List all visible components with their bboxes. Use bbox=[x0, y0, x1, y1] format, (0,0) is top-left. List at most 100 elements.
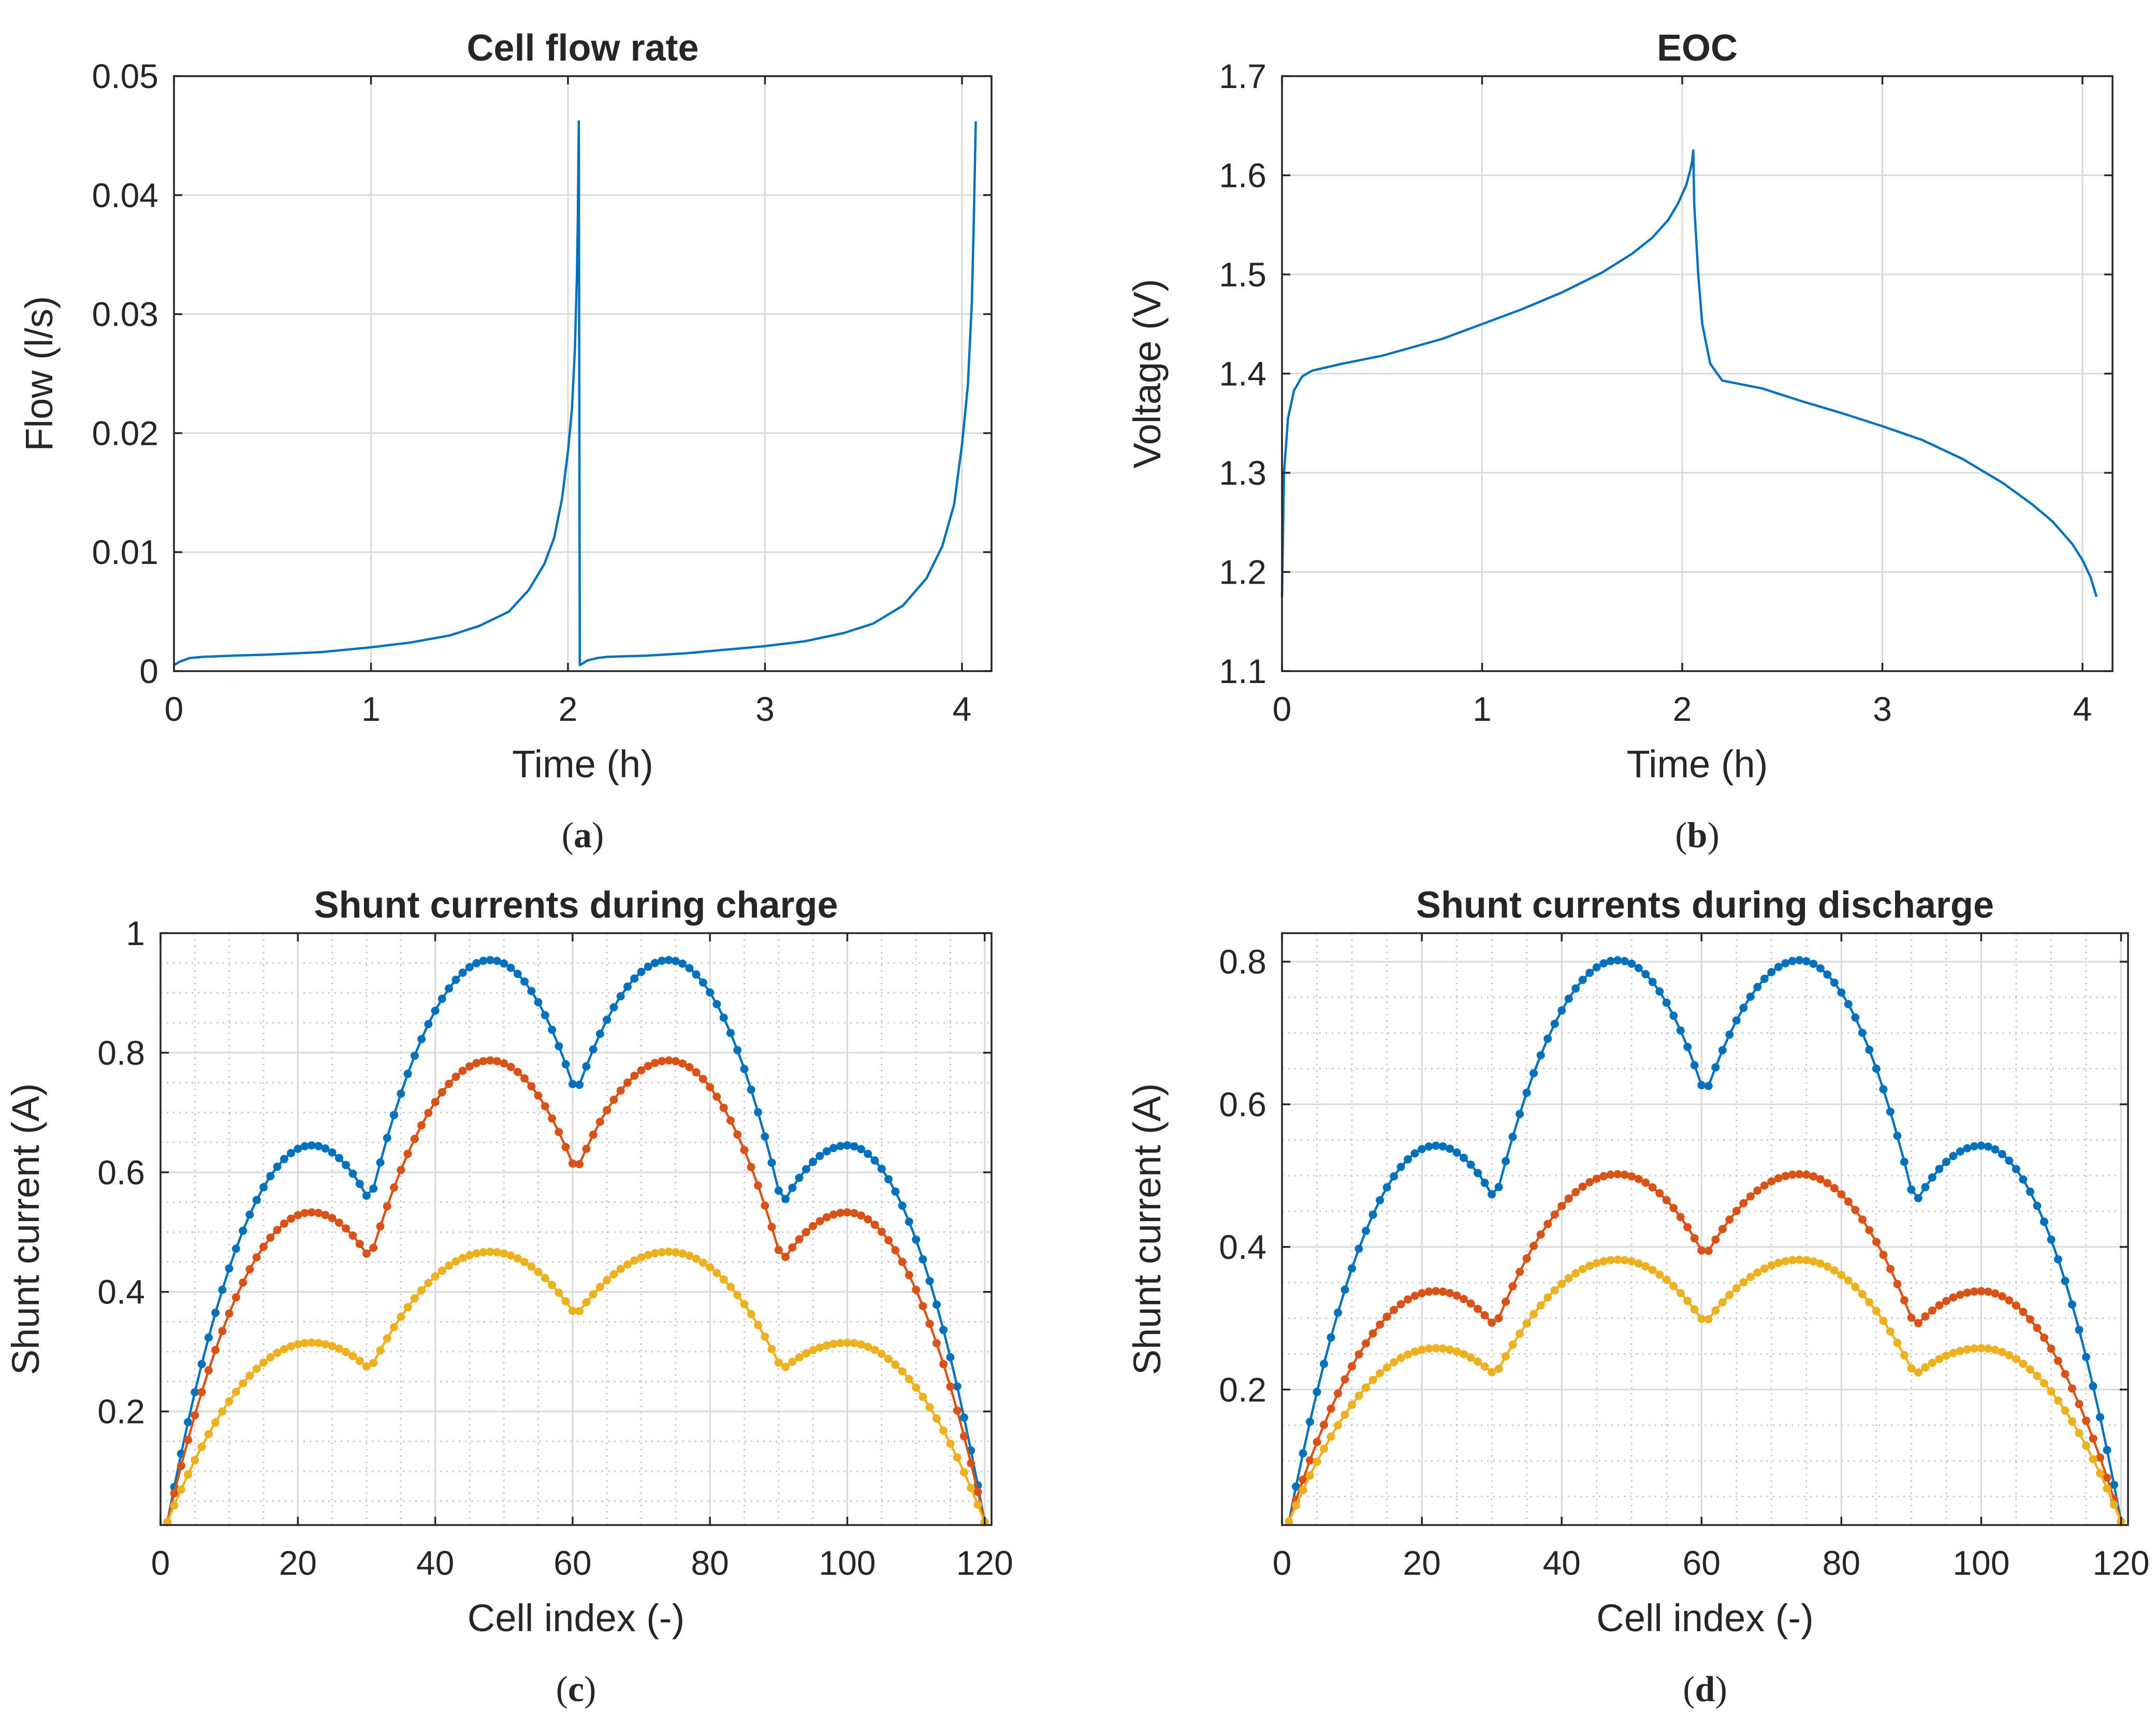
data-point bbox=[891, 1360, 900, 1369]
data-point bbox=[1690, 1234, 1699, 1243]
data-point bbox=[307, 1208, 316, 1217]
data-point bbox=[2026, 1187, 2034, 1196]
data-point bbox=[754, 1108, 762, 1116]
data-point bbox=[1830, 978, 1839, 987]
data-point bbox=[191, 1411, 199, 1420]
data-point bbox=[870, 1221, 879, 1229]
data-point bbox=[616, 1086, 625, 1095]
x-tick-label: 20 bbox=[1403, 1544, 1440, 1582]
data-point bbox=[1564, 1274, 1573, 1283]
data-point bbox=[1613, 1255, 1622, 1264]
data-point bbox=[1669, 1203, 1678, 1212]
data-point bbox=[1928, 1306, 1936, 1315]
data-point bbox=[1320, 1420, 1328, 1429]
x-tick-label: 120 bbox=[956, 1544, 1013, 1582]
data-point bbox=[822, 1147, 831, 1156]
data-point bbox=[1774, 1174, 1783, 1183]
data-point bbox=[2040, 1379, 2048, 1388]
y-tick-label: 0.4 bbox=[1219, 1228, 1266, 1266]
data-point bbox=[1334, 1421, 1342, 1430]
y-tick-label: 0.2 bbox=[97, 1392, 145, 1431]
data-point bbox=[1697, 1246, 1706, 1255]
data-point bbox=[493, 1057, 501, 1066]
data-point bbox=[1424, 1344, 1433, 1353]
x-tick-label: 0 bbox=[1273, 690, 1292, 728]
data-point bbox=[376, 1222, 385, 1231]
data-point bbox=[1446, 1345, 1454, 1354]
data-point bbox=[225, 1309, 234, 1318]
data-point bbox=[252, 1196, 261, 1204]
data-point bbox=[1480, 1179, 1489, 1187]
data-point bbox=[1809, 1172, 1818, 1181]
data-point bbox=[555, 1128, 563, 1137]
data-point bbox=[1543, 1220, 1552, 1228]
data-point bbox=[2089, 1382, 2097, 1390]
data-point bbox=[1683, 1223, 1692, 1231]
data-point bbox=[1299, 1449, 1307, 1458]
data-point bbox=[1494, 1365, 1503, 1373]
major-grid bbox=[174, 76, 992, 671]
data-point bbox=[1460, 1350, 1468, 1359]
data-point bbox=[1536, 1230, 1545, 1239]
data-point bbox=[424, 1279, 433, 1287]
data-point bbox=[493, 1248, 501, 1257]
data-point bbox=[864, 1150, 872, 1158]
data-point bbox=[500, 1059, 508, 1068]
data-point bbox=[733, 1046, 742, 1054]
data-point bbox=[239, 1379, 247, 1388]
x-tick-label: 80 bbox=[691, 1544, 729, 1582]
data-point bbox=[472, 959, 481, 968]
data-point bbox=[1390, 1358, 1399, 1367]
data-point bbox=[664, 1247, 673, 1256]
data-point bbox=[575, 1080, 584, 1089]
data-point bbox=[2103, 1473, 2111, 1482]
data-point bbox=[486, 1247, 494, 1256]
data-point bbox=[472, 1249, 481, 1258]
data-point bbox=[1795, 956, 1804, 965]
data-point bbox=[417, 1035, 426, 1043]
data-point bbox=[1466, 1299, 1475, 1308]
data-point bbox=[334, 1218, 343, 1227]
y-tick-label: 1.5 bbox=[1219, 255, 1266, 294]
data-point bbox=[932, 1339, 941, 1347]
data-point bbox=[623, 982, 632, 991]
data-point bbox=[1404, 1350, 1412, 1359]
data-point bbox=[2005, 1156, 2014, 1165]
data-point bbox=[595, 1283, 604, 1291]
data-point bbox=[719, 1013, 728, 1022]
data-point bbox=[1516, 1329, 1524, 1338]
x-tick-label: 80 bbox=[1823, 1544, 1860, 1582]
data-point bbox=[898, 1367, 907, 1376]
data-point bbox=[685, 1251, 694, 1260]
data-point bbox=[2033, 1372, 2042, 1380]
data-point bbox=[2012, 1165, 2020, 1173]
axes-box bbox=[173, 75, 993, 672]
data-point bbox=[637, 967, 646, 976]
data-point bbox=[1424, 1142, 1433, 1151]
data-point bbox=[1606, 956, 1615, 965]
data-point bbox=[740, 1065, 749, 1073]
data-point bbox=[1362, 1226, 1370, 1235]
data-point bbox=[1921, 1312, 1930, 1321]
data-point bbox=[568, 1080, 577, 1089]
data-point bbox=[925, 1319, 934, 1328]
data-point bbox=[1327, 1404, 1335, 1413]
data-point bbox=[1739, 1199, 1748, 1208]
data-point bbox=[843, 1208, 852, 1217]
data-point bbox=[1341, 1375, 1349, 1384]
data-point bbox=[589, 1045, 598, 1054]
data-point bbox=[1676, 1213, 1685, 1222]
data-point bbox=[1460, 1295, 1468, 1303]
x-tick-label: 20 bbox=[279, 1544, 317, 1582]
y-tick-label: 1.4 bbox=[1219, 355, 1266, 393]
data-point bbox=[1585, 1178, 1594, 1186]
data-point bbox=[1578, 1182, 1587, 1191]
data-point bbox=[362, 1249, 371, 1258]
data-point bbox=[445, 1080, 454, 1088]
y-axis-label: Shunt current (A) bbox=[4, 1083, 47, 1375]
data-point bbox=[959, 1468, 968, 1477]
data-point bbox=[506, 1063, 515, 1071]
data-point bbox=[843, 1141, 852, 1150]
data-point bbox=[1522, 1254, 1531, 1263]
data-point bbox=[273, 1163, 282, 1171]
